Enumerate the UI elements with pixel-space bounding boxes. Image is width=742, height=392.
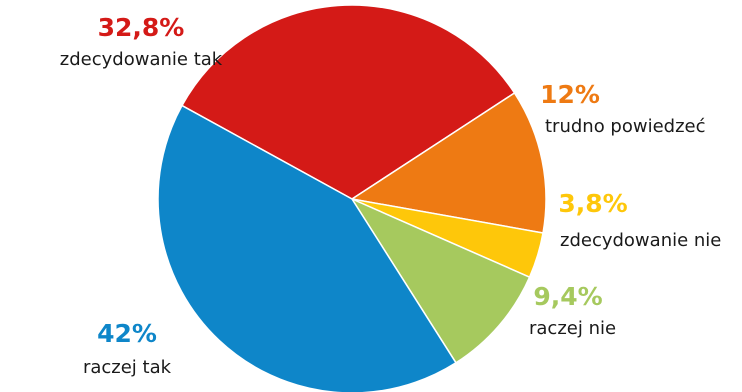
category-label-zdecydowanie-tak: zdecydowanie tak (60, 49, 223, 70)
category-label-raczej-nie: raczej nie (529, 318, 616, 339)
pie-slice-raczej-nie (351, 198, 531, 364)
value-label-zdecydowanie-tak: 32,8% (98, 13, 185, 42)
value-label-zdecydowanie-nie: 3,8% (558, 189, 627, 218)
value-label-raczej-nie: 9,4% (533, 282, 602, 311)
category-label-trudno-powiedziec: trudno powiedzeć (545, 116, 706, 137)
value-label-raczej-tak: 42% (97, 319, 157, 348)
category-label-raczej-tak: raczej tak (83, 357, 172, 378)
pie-slices (157, 4, 547, 392)
category-label-zdecydowanie-nie: zdecydowanie nie (560, 230, 721, 251)
pie-slice-raczej-tak (157, 104, 457, 392)
pie-slice-trudno-powiedzec (351, 92, 547, 234)
value-label-trudno-powiedziec: 12% (540, 80, 600, 109)
